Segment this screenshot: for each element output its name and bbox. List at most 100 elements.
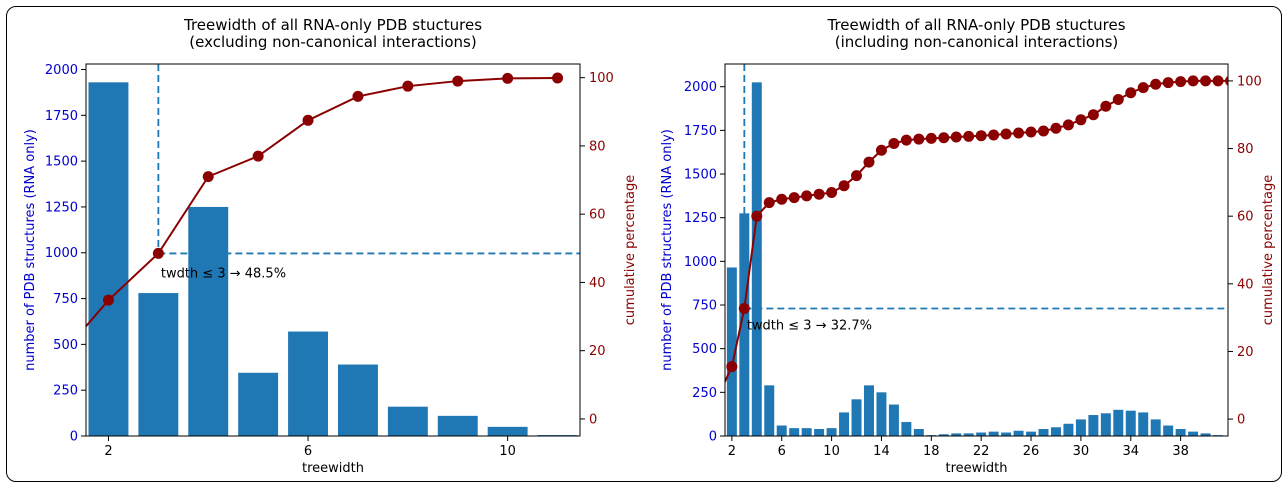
- bar: [1151, 419, 1161, 436]
- cumulative-point: [1050, 123, 1061, 134]
- bar: [752, 82, 762, 436]
- y-tick-label: 250: [692, 386, 717, 401]
- y-axis-label: number of PDB structures (RNA only): [23, 129, 38, 371]
- cumulative-point: [303, 115, 314, 126]
- cumulative-point: [739, 303, 750, 314]
- y-tick-label: 750: [53, 292, 78, 307]
- bar: [777, 426, 787, 436]
- bar: [1113, 410, 1123, 436]
- bar: [914, 429, 924, 436]
- cumulative-points: [714, 75, 1236, 399]
- cumulative-point: [103, 295, 114, 306]
- bar: [802, 428, 812, 436]
- y-tick-label: 1000: [45, 246, 78, 261]
- bar: [1051, 427, 1061, 436]
- threshold-annotation: twdth ≤ 3 → 48.5%: [161, 266, 286, 281]
- y-tick-label: 1250: [45, 200, 78, 215]
- cumulative-point: [876, 145, 887, 156]
- x-tick-label: 38: [1172, 444, 1189, 459]
- y-tick-label: 250: [53, 384, 78, 399]
- cumulative-point: [1213, 75, 1224, 86]
- bar: [889, 405, 899, 436]
- x-tick-label: 2: [104, 444, 112, 459]
- bar: [388, 407, 428, 436]
- bar: [1026, 432, 1036, 436]
- bar: [88, 82, 128, 436]
- cumulative-point: [1013, 127, 1024, 138]
- y-tick-label: 500: [53, 338, 78, 353]
- y2-tick-label: 60: [589, 208, 606, 223]
- cumulative-point: [1088, 109, 1099, 120]
- cumulative-point: [1125, 87, 1136, 98]
- x-tick-label: 30: [1073, 444, 1090, 459]
- x-tick-label: 10: [823, 444, 840, 459]
- y-tick-label: 1250: [684, 211, 717, 226]
- cumulative-point: [751, 211, 762, 222]
- bar: [238, 373, 278, 436]
- cumulative-point: [764, 197, 775, 208]
- x-tick-label: 6: [778, 444, 786, 459]
- bar: [1014, 431, 1024, 436]
- cumulative-point: [826, 187, 837, 198]
- y2-tick-label: 20: [589, 344, 606, 359]
- bar: [1063, 424, 1073, 436]
- y-tick-label: 1750: [684, 124, 717, 139]
- cumulative-point: [1075, 114, 1086, 125]
- bar: [789, 428, 799, 436]
- cumulative-point: [951, 132, 962, 143]
- threshold-annotation: twdth ≤ 3 → 32.7%: [747, 318, 872, 333]
- bar: [989, 432, 999, 436]
- bar: [1101, 413, 1111, 436]
- cumulative-point: [1188, 75, 1199, 86]
- bar: [1163, 426, 1173, 436]
- cumulative-point: [253, 151, 264, 162]
- chart-subtitle: (excluding non-canonical interactions): [189, 33, 476, 51]
- cumulative-point: [913, 134, 924, 145]
- cumulative-point: [901, 135, 912, 146]
- y2-tick-label: 80: [589, 139, 606, 154]
- bar: [138, 293, 178, 436]
- chart-excluding-noncanonical: Treewidth of all RNA-only PDB stuctures(…: [0, 0, 641, 476]
- y2-axis-label: cumulative percentage: [623, 175, 638, 325]
- bar: [1076, 419, 1086, 436]
- cumulative-point: [963, 131, 974, 142]
- y-tick-label: 2000: [45, 63, 78, 78]
- bar: [839, 412, 849, 436]
- cumulative-point: [801, 190, 812, 201]
- x-tick-label: 22: [973, 444, 990, 459]
- cumulative-point: [1200, 75, 1211, 86]
- cumulative-point: [851, 170, 862, 181]
- bars: [88, 82, 577, 436]
- bar: [764, 385, 774, 436]
- x-axis-label: treewidth: [302, 461, 364, 476]
- cumulative-point: [53, 353, 64, 364]
- x-axis-label: treewidth: [946, 461, 1008, 476]
- cumulative-point: [814, 189, 825, 200]
- cumulative-point: [976, 130, 987, 141]
- cumulative-point: [789, 192, 800, 203]
- bar: [1188, 432, 1198, 436]
- bar: [814, 429, 824, 436]
- cumulative-point: [988, 130, 999, 141]
- x-tick-label: 10: [499, 444, 516, 459]
- y-tick-label: 0: [709, 430, 717, 445]
- x-tick-label: 14: [873, 444, 890, 459]
- y-tick-label: 1000: [684, 255, 717, 270]
- bar: [901, 422, 911, 436]
- y2-tick-label: 0: [589, 412, 597, 427]
- cumulative-point: [863, 157, 874, 168]
- y-tick-label: 1500: [45, 155, 78, 170]
- cumulative-point: [1001, 129, 1012, 140]
- y2-tick-label: 0: [1237, 413, 1245, 428]
- cumulative-point: [452, 76, 463, 87]
- x-tick-label: 26: [1023, 444, 1040, 459]
- chart-title: Treewidth of all RNA-only PDB stuctures: [183, 16, 482, 34]
- y2-tick-label: 20: [1237, 345, 1254, 360]
- chart-title: Treewidth of all RNA-only PDB stuctures: [826, 16, 1125, 34]
- cumulative-point: [1138, 82, 1149, 93]
- x-tick-label: 6: [304, 444, 312, 459]
- bar: [1126, 411, 1136, 436]
- x-tick-label: 34: [1122, 444, 1139, 459]
- cumulative-point: [1175, 76, 1186, 87]
- cumulative-point: [926, 133, 937, 144]
